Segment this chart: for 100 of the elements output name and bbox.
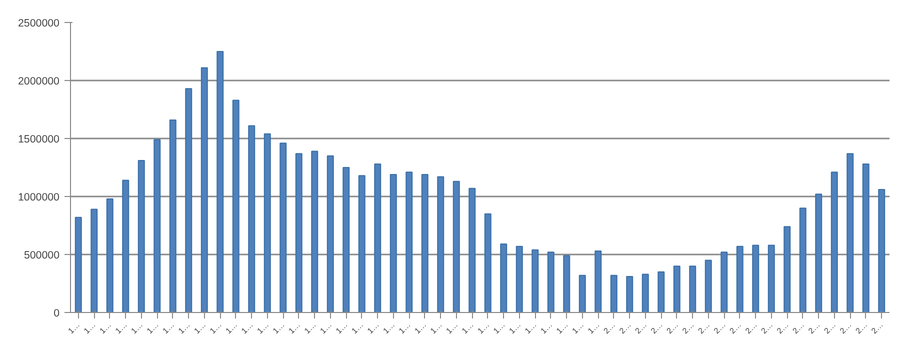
bar (799, 208, 806, 312)
bar (815, 194, 822, 312)
bar (295, 153, 302, 312)
x-tick-label: 1… (271, 320, 286, 336)
x-tick-label: 1… (192, 320, 208, 336)
bar (138, 160, 145, 312)
bar (232, 100, 240, 312)
y-tick-label: 2500000 (18, 18, 60, 30)
x-tick-label: 1… (208, 320, 224, 336)
y-tick-label: 0 (54, 308, 60, 320)
bar (484, 213, 492, 312)
x-tick-label: 1… (114, 320, 129, 336)
bar (736, 246, 744, 312)
x-tick-label: 1… (586, 320, 602, 336)
x-tick-label: 1… (82, 320, 98, 336)
x-tick-label: 1… (523, 320, 538, 336)
x-tick-label: 1… (507, 320, 523, 336)
x-tick-label: 1… (428, 320, 444, 336)
bar (547, 252, 554, 312)
x-tick-label: 2… (759, 320, 775, 336)
bar (216, 51, 224, 312)
bar (704, 260, 712, 312)
x-tick-label: 2… (806, 320, 822, 336)
x-tick-label: 1… (460, 320, 476, 336)
x-tick-label: 1… (412, 320, 428, 336)
x-tick-label: 1… (176, 320, 192, 336)
bar (452, 180, 460, 312)
bar (406, 172, 413, 312)
x-tick-label: 2… (712, 320, 728, 336)
x-tick-label: 2… (790, 320, 806, 336)
bar (122, 180, 130, 312)
bar (784, 226, 791, 312)
x-tick-label: 1… (160, 320, 176, 336)
bar (311, 150, 318, 312)
bar (326, 155, 334, 312)
bar (185, 88, 192, 312)
x-tick-label: 1… (318, 320, 334, 336)
x-tick-label: 2… (822, 320, 838, 336)
y-tick-label: 1500000 (18, 134, 60, 146)
x-tick-label: 2… (838, 320, 854, 336)
x-tick-label: 2… (775, 320, 790, 336)
x-tick-label: 1… (224, 320, 240, 336)
bar (768, 244, 775, 312)
bar (578, 274, 586, 312)
bar (563, 255, 570, 312)
bar (468, 188, 476, 312)
bar (658, 271, 665, 312)
x-tick-label: 1… (444, 320, 460, 336)
x-tick-label: 1… (98, 320, 114, 336)
bar (500, 244, 508, 312)
bar (437, 176, 444, 312)
x-tick-label: 2… (728, 320, 744, 336)
y-tick-label: 1000000 (18, 192, 60, 204)
x-tick-label: 2… (696, 320, 712, 336)
bar (516, 246, 523, 312)
x-tick-label: 1… (286, 320, 302, 336)
x-tick-label: 1… (570, 320, 586, 336)
x-tick-label: 1… (350, 320, 366, 336)
x-tick-label: 1… (129, 320, 145, 336)
x-tick-label: 1… (492, 320, 507, 336)
bar (264, 133, 271, 312)
x-tick-label: 2… (633, 320, 649, 336)
bar (248, 125, 256, 312)
bar (642, 274, 649, 312)
x-tick-label: 1… (240, 320, 255, 336)
bar (594, 250, 602, 312)
bar (830, 172, 838, 312)
bar (169, 119, 176, 312)
bar (74, 216, 82, 312)
bar (626, 276, 634, 312)
bar (280, 142, 287, 312)
bar (689, 266, 696, 312)
x-tick-label: 1… (397, 320, 412, 336)
bar (106, 198, 114, 312)
bar (342, 167, 350, 312)
x-tick-label: 1… (366, 320, 381, 336)
x-tick-label: 2… (680, 320, 696, 336)
bar (374, 164, 382, 312)
x-tick-label: 1… (334, 320, 350, 336)
bar (610, 274, 618, 312)
bar (752, 244, 760, 312)
x-tick-label: 1… (554, 320, 570, 336)
x-tick-label: 1… (255, 320, 271, 336)
bar (673, 266, 680, 312)
x-tick-label: 1… (381, 320, 397, 336)
bar (421, 174, 428, 312)
bar (390, 174, 397, 312)
x-tick-label: 2… (744, 320, 759, 336)
bar (532, 249, 539, 312)
x-tick-label: 2… (854, 320, 870, 336)
bar (720, 252, 728, 312)
y-tick-label: 2000000 (18, 76, 60, 88)
bar (846, 153, 854, 312)
bar (358, 175, 366, 312)
x-tick-label: 1… (302, 320, 318, 336)
x-tick-label: 1… (476, 320, 492, 336)
x-tick-label: 1… (66, 320, 82, 336)
bar (90, 208, 98, 312)
x-tick-label: 1… (538, 320, 554, 336)
bar (154, 139, 161, 312)
